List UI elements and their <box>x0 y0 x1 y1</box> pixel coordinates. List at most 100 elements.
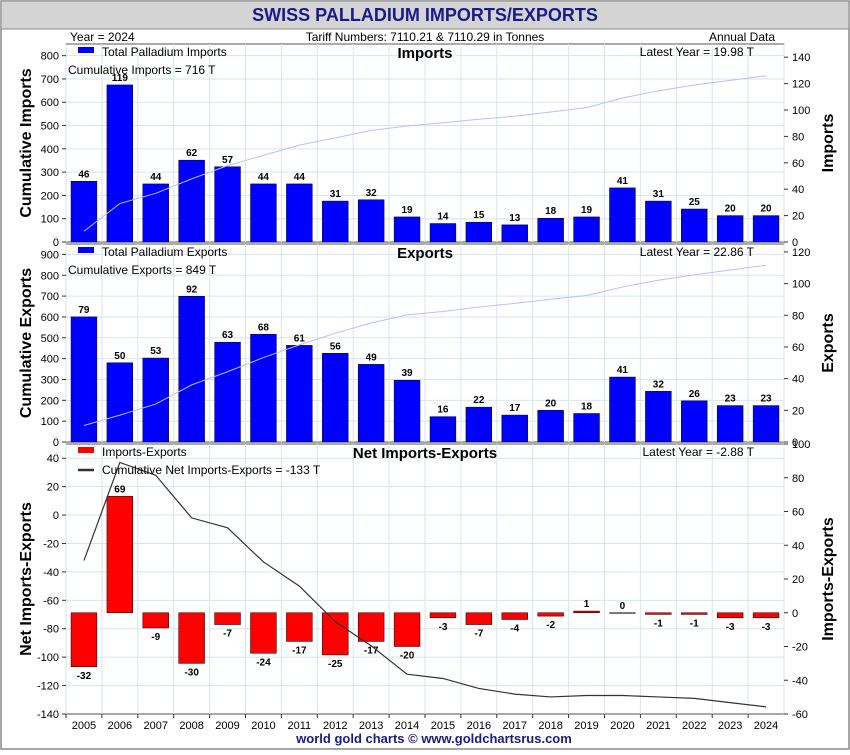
panel-title: Net Imports-Exports <box>353 445 497 462</box>
x-tick-label: 2013 <box>359 720 383 732</box>
bar-value-label: 14 <box>437 212 449 223</box>
bar-2007 <box>142 183 169 243</box>
bar-2022 <box>681 208 708 243</box>
bar-2013 <box>357 364 385 443</box>
bar-2022 <box>681 400 708 443</box>
bar-value-label: 1 <box>584 599 590 610</box>
left-tick-label: 700 <box>41 291 59 303</box>
bar-value-label: 18 <box>545 206 557 217</box>
bar-2015 <box>429 612 457 619</box>
left-tick-label: 200 <box>41 190 59 202</box>
left-tick-label: 700 <box>41 74 59 86</box>
bar-value-label: 0 <box>620 601 626 612</box>
left-tick-label: 100 <box>41 416 59 428</box>
bar-value-label: 39 <box>401 368 413 379</box>
bar-value-label: -1 <box>654 618 663 629</box>
left-tick-label: 0 <box>53 237 59 249</box>
bar-2021 <box>645 391 672 443</box>
bar-value-label: -20 <box>400 651 415 662</box>
bar-value-label: 25 <box>689 197 701 208</box>
right-tick-label: -20 <box>792 642 808 654</box>
panel-2: 0100200300400500600700800900020406080100… <box>18 243 837 449</box>
bar-value-label: 44 <box>258 172 270 183</box>
bar-value-label: 18 <box>581 401 593 412</box>
left-tick-label: 400 <box>41 144 59 156</box>
x-tick-label: 2020 <box>610 720 634 732</box>
frequency-label: Annual Data <box>709 30 775 44</box>
bar-value-label: 23 <box>725 394 737 405</box>
right-tick-label: 0 <box>792 237 798 249</box>
bar-2022 <box>681 612 708 615</box>
bar-2015 <box>429 416 457 443</box>
bar-value-label: 19 <box>581 205 593 216</box>
right-tick-label: 80 <box>792 310 804 322</box>
bar-2017 <box>501 414 528 443</box>
bar-2007 <box>142 357 169 443</box>
right-tick-label: 120 <box>792 247 810 259</box>
right-tick-label: 40 <box>792 374 804 386</box>
bar-value-label: -32 <box>77 671 92 682</box>
bar-2005 <box>70 181 98 243</box>
bar-2010 <box>250 612 277 654</box>
bar-2007 <box>142 612 169 629</box>
bar-2011 <box>286 612 313 642</box>
bar-2021 <box>645 612 672 615</box>
bar-2015 <box>429 223 457 243</box>
bar-2023 <box>716 215 744 243</box>
bar-value-label: 61 <box>294 333 306 344</box>
right-tick-label: 100 <box>792 105 810 117</box>
bar-value-label: -1 <box>690 618 699 629</box>
left-tick-label: -100 <box>37 652 59 664</box>
bar-value-label: -7 <box>223 629 232 640</box>
left-tick-label: 800 <box>41 51 59 63</box>
bar-value-label: 26 <box>689 389 701 400</box>
x-tick-label: 2012 <box>323 720 347 732</box>
latest-year-label: Latest Year = -2.88 T <box>642 445 754 459</box>
left-tick-label: 100 <box>41 214 59 226</box>
bar-value-label: 16 <box>437 405 449 416</box>
cumulative-total-label: Cumulative Imports = 716 T <box>68 63 216 77</box>
cumulative-line <box>83 264 767 427</box>
bar-value-label: -25 <box>328 659 343 670</box>
left-tick-label: -40 <box>43 567 59 579</box>
bar-2018 <box>537 612 564 617</box>
right-tick-label: 40 <box>792 184 804 196</box>
bar-2014 <box>393 612 421 647</box>
bar-value-label: 119 <box>112 73 129 84</box>
bar-value-label: 31 <box>330 189 342 200</box>
right-tick-label: 100 <box>792 439 810 451</box>
x-tick-label: 2023 <box>718 720 742 732</box>
bar-2014 <box>393 379 421 443</box>
bar-2019 <box>573 216 600 243</box>
right-tick-label: 120 <box>792 79 810 91</box>
bar-2020 <box>609 376 636 443</box>
left-tick-label: 40 <box>47 453 59 465</box>
bar-value-label: -3 <box>726 622 735 633</box>
bar-value-label: 79 <box>78 305 90 316</box>
right-tick-label: 60 <box>792 342 804 354</box>
right-axis-title: Imports-Exports <box>820 517 837 641</box>
bar-value-label: -2 <box>546 620 555 631</box>
bar-2006 <box>106 84 134 243</box>
left-tick-label: 300 <box>41 374 59 386</box>
left-tick-label: 600 <box>41 97 59 109</box>
title-bar <box>0 0 850 30</box>
year-label: Year = 2024 <box>70 30 135 44</box>
left-tick-label: 500 <box>41 333 59 345</box>
left-tick-label: -60 <box>43 595 59 607</box>
left-tick-label: -20 <box>43 538 59 550</box>
x-tick-label: 2009 <box>215 720 239 732</box>
bar-2009 <box>214 341 241 443</box>
bar-2024 <box>752 215 780 243</box>
bar-value-label: -17 <box>292 645 307 656</box>
right-tick-label: 100 <box>792 279 810 291</box>
bar-2016 <box>465 406 493 443</box>
x-tick-label: 2011 <box>288 720 312 732</box>
left-tick-label: 300 <box>41 167 59 179</box>
bar-2019 <box>573 610 600 613</box>
left-tick-label: -80 <box>43 624 59 636</box>
bar-2005 <box>70 316 98 443</box>
bar-2009 <box>214 166 241 243</box>
bar-value-label: 31 <box>653 189 665 200</box>
